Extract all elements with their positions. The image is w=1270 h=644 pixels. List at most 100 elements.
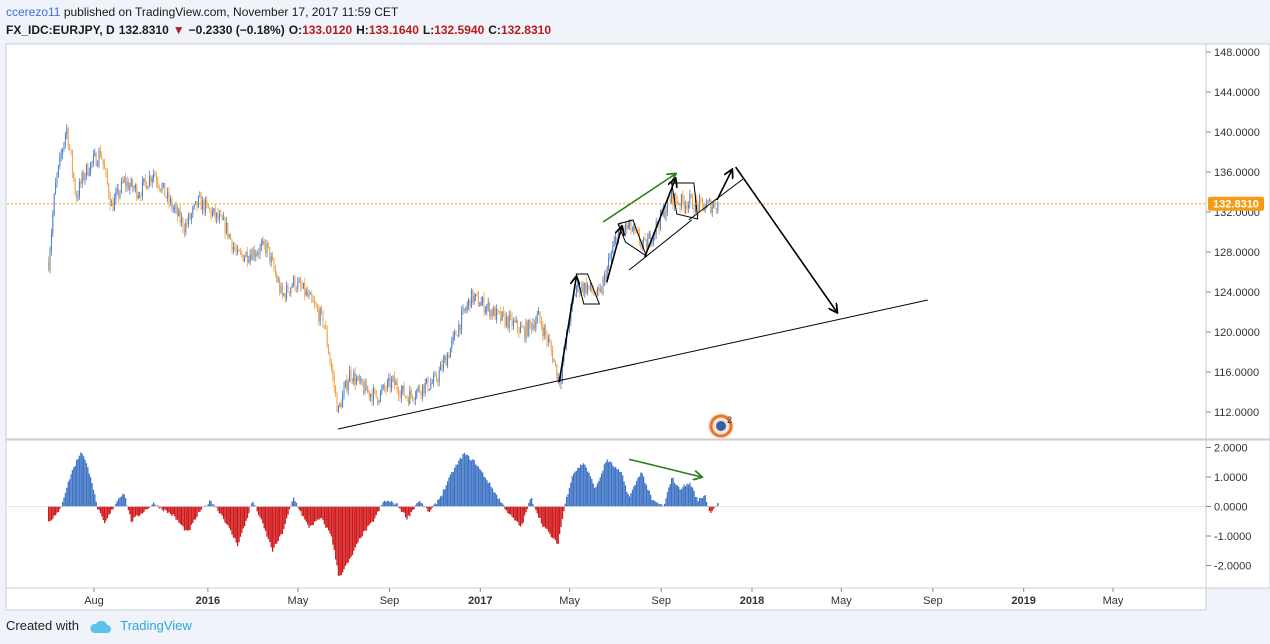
time-tick-label: Sep (380, 595, 400, 607)
candle-body (493, 307, 495, 316)
candle-body (122, 180, 124, 183)
histogram-bar (102, 506, 104, 521)
candle-body (77, 196, 79, 199)
candle-body (150, 176, 152, 182)
candle-body (375, 390, 377, 398)
time-tick-label: 2017 (468, 595, 492, 607)
histogram-bar (193, 506, 195, 520)
projection-arrow[interactable] (558, 277, 576, 383)
wedge-upper-line[interactable] (688, 178, 744, 221)
wedge-lower-line[interactable] (628, 219, 693, 271)
price-pane[interactable] (5, 43, 1207, 440)
candle-body (336, 393, 338, 412)
candle-body (315, 304, 317, 307)
projection-arrow[interactable] (644, 179, 676, 258)
histogram-bar (152, 502, 155, 507)
histogram-bar (360, 506, 362, 539)
histogram-bar (479, 468, 481, 507)
histogram-bar (589, 476, 592, 507)
candle-body (388, 377, 390, 382)
candle-body (266, 242, 268, 253)
histogram-bar (343, 506, 345, 570)
histogram-bar (357, 506, 359, 543)
projection-arrow[interactable] (734, 166, 837, 312)
candle-body (592, 290, 594, 293)
histogram-bar (294, 501, 296, 507)
candle-body (351, 379, 353, 382)
candle-body (581, 284, 583, 291)
histogram-bar (266, 506, 268, 537)
candle-body (181, 218, 183, 223)
candle-body (189, 214, 191, 219)
time-axis[interactable] (5, 587, 1207, 611)
histogram-bar (477, 466, 480, 507)
histogram-bar (441, 495, 443, 507)
candle-body (265, 244, 267, 253)
candle-body (251, 254, 253, 261)
candle-body (461, 311, 463, 330)
candle-body (524, 327, 526, 340)
histogram-bar (281, 506, 284, 534)
candle-body (204, 200, 206, 213)
candle-body (301, 286, 303, 289)
histogram-bar (358, 506, 361, 539)
consolidation-box[interactable] (617, 219, 648, 258)
oscillator-divergence-arrow[interactable] (628, 458, 701, 477)
histogram-bar (619, 471, 621, 507)
candle-body (484, 309, 486, 313)
histogram-bar (481, 472, 484, 507)
histogram-bar (682, 487, 684, 507)
histogram-bar (474, 464, 477, 507)
histogram-bar (147, 506, 149, 509)
candle-body (518, 329, 520, 333)
candle-body (193, 204, 195, 208)
candlestick-series (48, 124, 719, 414)
candle-body (546, 334, 548, 342)
histogram-bar (91, 482, 93, 507)
histogram-bar (157, 505, 159, 507)
support-trendline[interactable] (338, 299, 928, 430)
oscillator-axis[interactable] (1205, 439, 1270, 589)
ohlc-legend: FX_IDC:EURJPY, D 132.8310 ▼ −0.2330 (−0.18%… (6, 23, 555, 37)
histogram-bar (171, 506, 173, 516)
candle-body (280, 285, 282, 293)
candle-body (279, 280, 281, 293)
price-axis[interactable] (1205, 43, 1270, 440)
histogram-bar (253, 505, 256, 507)
candle-body (178, 209, 180, 217)
candle-body (225, 222, 227, 234)
candle-body (423, 384, 425, 394)
price-divergence-arrow[interactable] (602, 174, 675, 223)
candle-body (328, 345, 330, 355)
histogram-bar (542, 506, 544, 527)
projection-arrow[interactable] (716, 170, 732, 201)
candle-body (206, 200, 208, 205)
histogram-bar (164, 506, 166, 510)
candle-body (234, 246, 236, 250)
histogram-bar (400, 506, 403, 512)
histogram-bar (600, 473, 603, 507)
candle-body (188, 214, 190, 224)
histogram-bar (712, 506, 715, 509)
histogram-bar (557, 506, 559, 544)
candle-body (49, 250, 51, 270)
histogram-bar (144, 506, 146, 510)
histogram-bar (395, 503, 397, 507)
candle-body (589, 282, 591, 288)
histogram-bar (547, 506, 550, 532)
tradingview-link[interactable]: TradingView (120, 618, 192, 633)
histogram-bar (246, 506, 249, 519)
candle-body (288, 291, 290, 294)
candle-body (665, 211, 667, 218)
candle-body (385, 388, 387, 390)
histogram-bar (656, 502, 659, 507)
consolidation-box[interactable] (575, 273, 601, 305)
candle-body (354, 372, 356, 385)
symbol-label[interactable]: FX_IDC:EURJPY, D (6, 23, 115, 37)
author-link[interactable]: ccerezo11 (6, 5, 61, 19)
histogram-bar (465, 455, 467, 507)
candle-body (259, 246, 261, 254)
candle-body (690, 194, 692, 197)
projection-arrow[interactable] (606, 227, 622, 283)
candle-body (148, 176, 150, 187)
